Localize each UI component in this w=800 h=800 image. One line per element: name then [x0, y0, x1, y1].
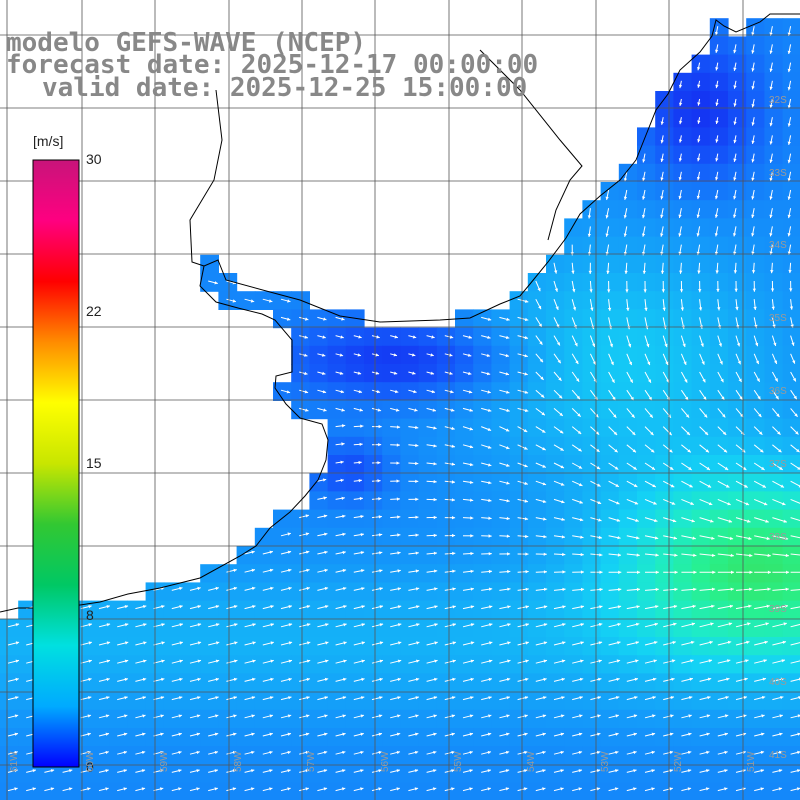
border-line: [189, 89, 223, 267]
wind-arrows: [7, 26, 800, 792]
colorbar-tick-15: 15: [86, 455, 102, 471]
lon-label-54w: 54W: [526, 751, 537, 772]
coastline: [0, 13, 800, 613]
valid-date: valid date: 2025-12-25 15:00:00: [42, 73, 528, 103]
lat-label-35s: 35S: [769, 313, 787, 324]
colorbar-unit: [m/s]: [33, 133, 64, 149]
lat-label-40s: 40S: [769, 677, 787, 688]
lon-label-57w: 57W: [306, 751, 317, 772]
lon-label-51w: 51W: [746, 751, 757, 772]
lat-label-38s: 38S: [769, 532, 787, 543]
lat-label-33s: 33S: [769, 168, 787, 179]
lat-label-34s: 34S: [769, 240, 787, 251]
lon-label-56w: 56W: [380, 751, 391, 772]
lat-label-39s: 39S: [769, 604, 787, 615]
colorbar-tick-30: 30: [86, 151, 102, 167]
model-title: modelo GEFS-WAVE (NCEP): [6, 28, 367, 58]
colorbar-tick-0: 0: [86, 759, 94, 775]
lat-label-32s: 32S: [769, 95, 787, 106]
colorbar: [32, 159, 80, 768]
colorbar-tick-22: 22: [86, 303, 102, 319]
colorbar-tick-8: 8: [86, 607, 94, 623]
lon-label-59w: 59W: [159, 751, 170, 772]
lagoon-shore: [479, 49, 583, 241]
lat-label-36s: 36S: [769, 386, 787, 397]
forecast-date: forecast date: 2025-12-17 00:00:00: [6, 50, 539, 80]
lat-label-41s: 41S: [769, 750, 787, 761]
lon-label-55w: 55W: [453, 751, 464, 772]
lon-label-52w: 52W: [673, 751, 684, 772]
lon-label-58w: 58W: [233, 751, 244, 772]
lon-label-60w: 60W: [85, 751, 96, 772]
lon-label-53w: 53W: [600, 751, 611, 772]
lon-label-61w: 61W: [9, 751, 20, 772]
lat-label-37s: 37S: [769, 459, 787, 470]
